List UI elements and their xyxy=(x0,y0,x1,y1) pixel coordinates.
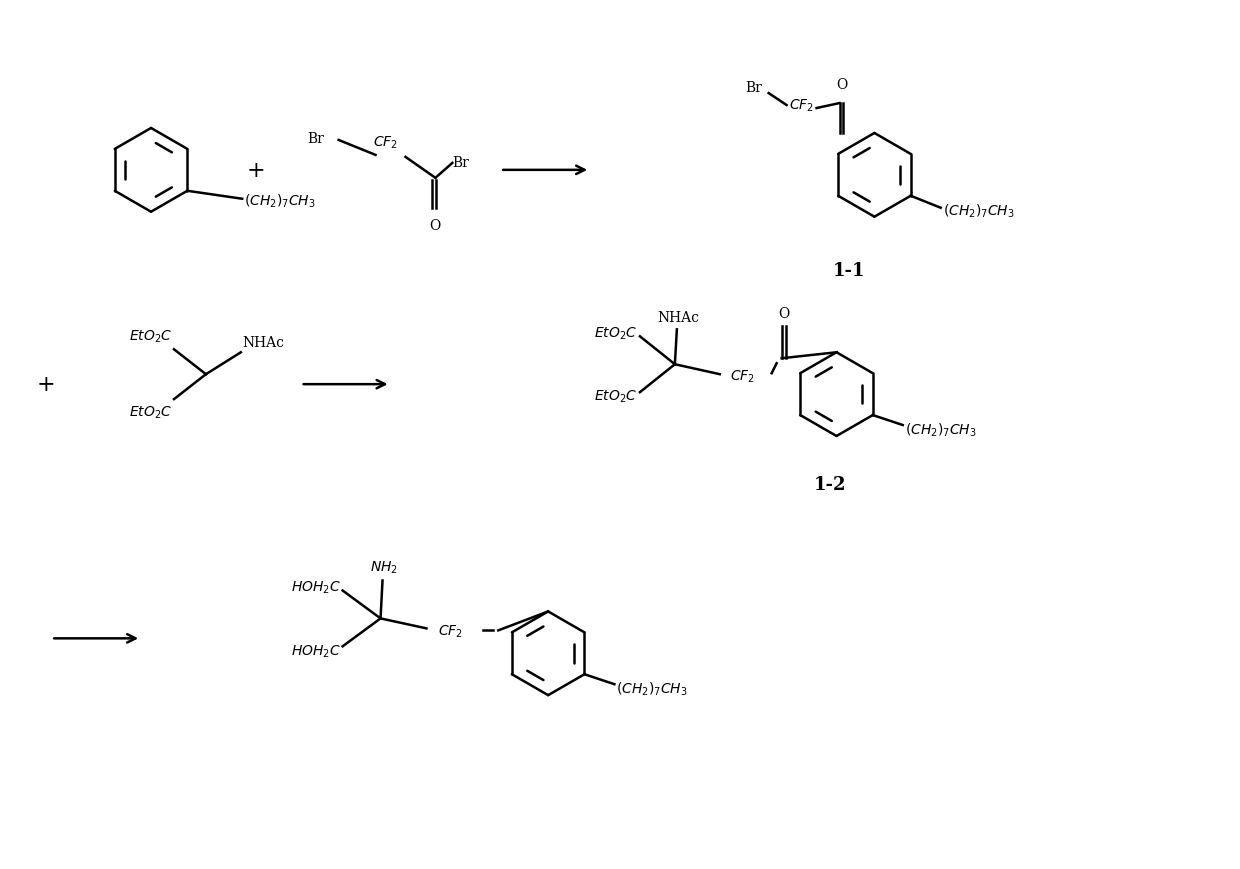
Text: $EtO_2C$: $EtO_2C$ xyxy=(594,325,637,342)
Text: $EtO_2C$: $EtO_2C$ xyxy=(129,405,172,421)
Text: $(CH_2)_7CH_3$: $(CH_2)_7CH_3$ xyxy=(942,202,1014,220)
Text: $CF_2$: $CF_2$ xyxy=(373,135,398,150)
Text: $CF_2$: $CF_2$ xyxy=(730,368,755,385)
Text: NHAc: NHAc xyxy=(243,336,285,350)
Text: $HOH_2C$: $HOH_2C$ xyxy=(290,579,341,595)
Text: $CF_2$: $CF_2$ xyxy=(439,622,464,639)
Text: $EtO_2C$: $EtO_2C$ xyxy=(129,328,172,345)
Text: Br: Br xyxy=(745,81,761,95)
Text: $(CH_2)_7CH_3$: $(CH_2)_7CH_3$ xyxy=(616,680,688,697)
Text: +: + xyxy=(247,160,265,182)
Text: 1-2: 1-2 xyxy=(813,475,846,494)
Text: O: O xyxy=(836,78,847,92)
Text: $NH_2$: $NH_2$ xyxy=(370,559,398,575)
Text: O: O xyxy=(429,218,440,232)
Text: $(CH_2)_7CH_3$: $(CH_2)_7CH_3$ xyxy=(244,193,316,210)
Text: O: O xyxy=(777,307,789,321)
Text: NHAc: NHAc xyxy=(657,311,699,325)
Text: $EtO_2C$: $EtO_2C$ xyxy=(594,388,637,405)
Text: Br: Br xyxy=(308,132,324,146)
Text: $HOH_2C$: $HOH_2C$ xyxy=(290,642,341,659)
Text: 1-1: 1-1 xyxy=(833,262,866,279)
Text: $CF_2$: $CF_2$ xyxy=(789,97,813,114)
Text: Br: Br xyxy=(453,156,469,169)
Text: +: + xyxy=(37,374,56,395)
Text: $(CH_2)_7CH_3$: $(CH_2)_7CH_3$ xyxy=(905,421,976,438)
